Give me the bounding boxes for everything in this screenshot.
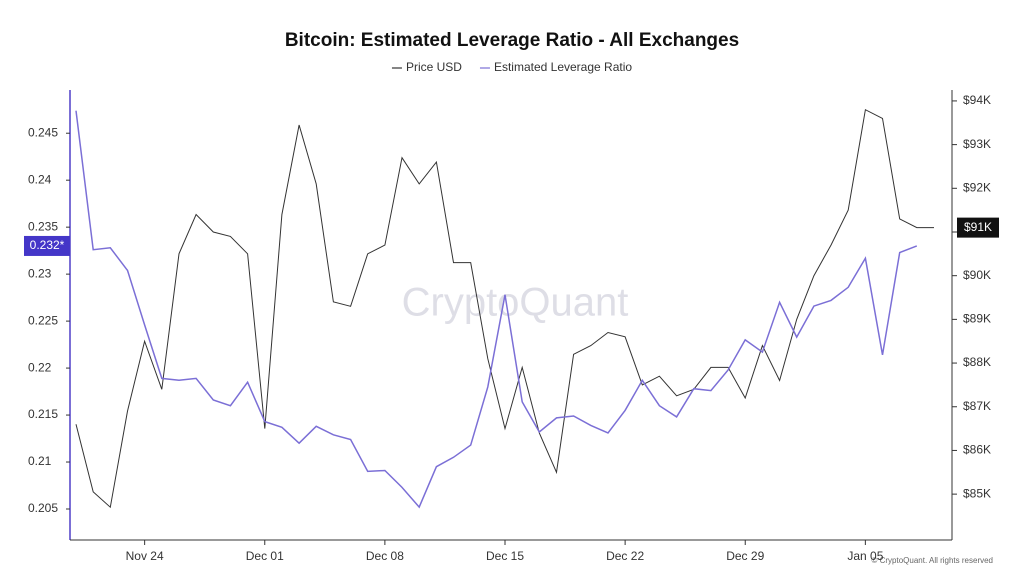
chart-title: Bitcoin: Estimated Leverage Ratio - All …	[285, 30, 739, 51]
legend-label: Estimated Leverage Ratio	[494, 60, 632, 74]
watermark: CryptoQuant	[402, 281, 629, 325]
last-value-badge	[957, 217, 999, 238]
last-value-badge	[24, 235, 70, 256]
y2-tick-label: $86K	[963, 443, 991, 457]
y2-tick-label: $89K	[963, 312, 991, 326]
y2-tick-label: $85K	[963, 486, 991, 500]
y-tick-label: 0.225	[28, 313, 58, 327]
last-value-label: 0.232*	[30, 238, 65, 252]
x-tick-label: Dec 29	[726, 549, 764, 563]
series-line	[75, 110, 918, 509]
y2-tick-label: $88K	[963, 355, 991, 369]
y-tick-label: 0.24	[28, 172, 52, 186]
x-tick-label: Jan 05	[847, 549, 883, 563]
y-tick-label: 0.205	[28, 501, 58, 515]
y-tick-label: 0.21	[28, 454, 52, 468]
y-tick-label: 0.23	[28, 266, 52, 280]
x-tick-label: Dec 22	[606, 549, 644, 563]
legend-item: Estimated Leverage Ratio	[479, 60, 632, 74]
legend-item: Price USD	[391, 60, 462, 74]
y2-tick-label: $93K	[963, 137, 991, 151]
x-tick-label: Dec 01	[246, 549, 284, 563]
y-tick-label: 0.215	[28, 407, 58, 421]
y2-tick-label: $87K	[963, 399, 991, 413]
y2-tick-label: $90K	[963, 268, 991, 282]
x-tick-label: Dec 15	[486, 549, 524, 563]
legend-label: Price USD	[406, 60, 462, 74]
y-tick-label: 0.235	[28, 219, 58, 233]
y-tick-label: 0.22	[28, 360, 52, 374]
x-tick-label: Dec 08	[366, 549, 404, 563]
y2-tick-label: $92K	[963, 180, 991, 194]
series-line	[75, 108, 934, 509]
y-tick-label: 0.245	[28, 125, 58, 139]
y2-tick-label: $94K	[963, 93, 991, 107]
x-tick-label: Nov 24	[126, 549, 164, 563]
footer: © CryptoQuant. All rights reserved	[872, 556, 994, 565]
last-value-label: $91K	[964, 220, 992, 234]
